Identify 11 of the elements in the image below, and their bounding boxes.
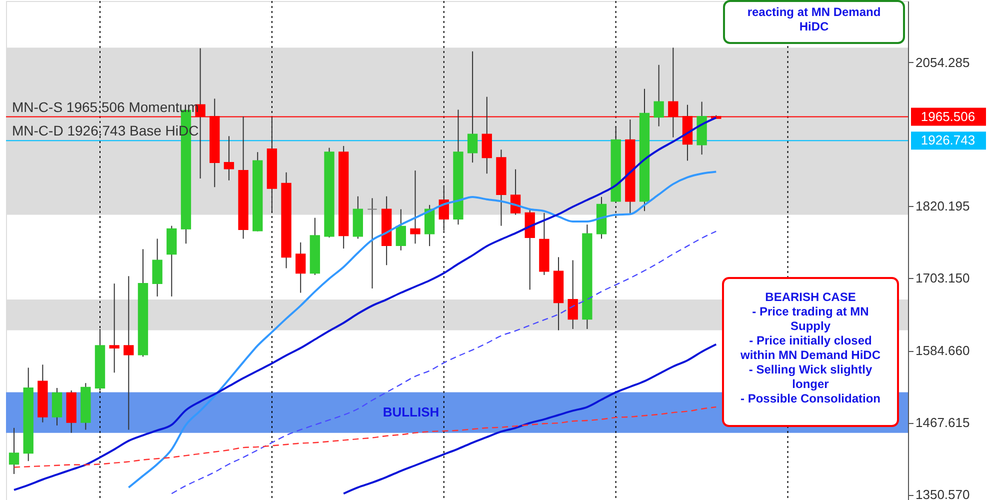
text: reacting at MN Demand HiDC — [747, 5, 881, 34]
text: 1965.506 — [920, 108, 976, 124]
y-tick-label: 2054.285 — [916, 54, 970, 70]
y-tick-label: 1703.150 — [916, 270, 970, 286]
text: BEARISH CASE - Price trading at MN Supply - Price initially closed within MN Demand HiDC - Selling Wick slightly longer - Possible Consolidation — [740, 290, 881, 406]
y-tick-label: 1820.195 — [916, 198, 970, 214]
y-tick-label: 1467.615 — [916, 415, 970, 430]
y-tick-label: 1584.660 — [916, 343, 970, 358]
text: 1926.743 — [920, 132, 976, 148]
y-tick-label: 1350.570 — [916, 487, 970, 500]
band-label: BULLISH — [382, 404, 440, 420]
